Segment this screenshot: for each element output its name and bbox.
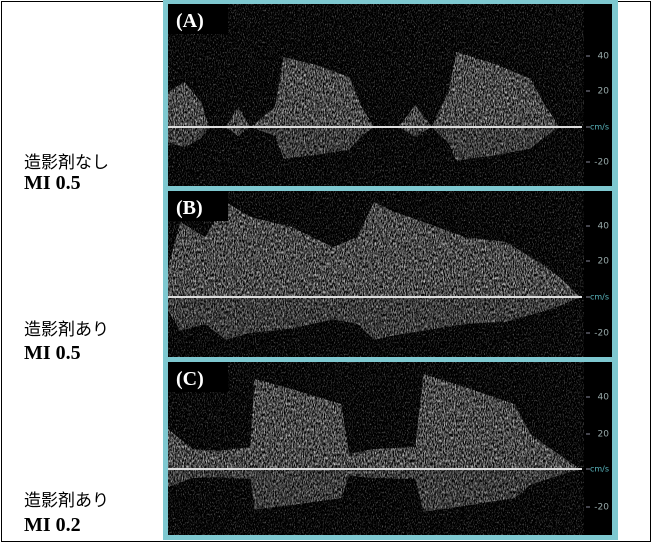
panel: 40 20 cm/s -20 (C) [168,362,612,535]
mi-label: MI 0.2 [24,514,81,537]
panel: 40 20 cm/s -20 (A) [168,4,612,186]
condition-label: 造影剤あり [24,486,109,511]
panel-tag: (A) [176,10,204,32]
scale-label: 40 [598,222,610,232]
scale-label: 20 [598,430,610,440]
mi-label: MI 0.5 [24,172,81,195]
panel-tag: (C) [176,368,204,390]
scale-label: 20 [598,87,610,97]
condition-label: 造影剤あり [24,315,109,340]
scale-label: 40 [598,393,610,403]
scale-label: -20 [594,329,609,339]
condition-label: 造影剤なし [24,148,109,173]
scale-label: -20 [594,503,609,513]
panel: 40 20 cm/s -20 (B) [168,191,612,357]
scale-label: 40 [598,52,610,62]
scale-unit: cm/s [590,465,609,474]
scale-unit: cm/s [590,293,609,302]
figure: 40 20 cm/s -20 (A) 40 20 cm/s -20 (B) 40 20 cm/s -20 (… [0,0,654,544]
panel-tag: (B) [176,197,203,219]
scale-label: 20 [598,257,610,267]
scale-unit: cm/s [590,123,609,132]
doppler-panels: 40 20 cm/s -20 (A) 40 20 cm/s -20 (B) 40 20 cm/s -20 (… [0,0,654,544]
mi-label: MI 0.5 [24,342,81,365]
scale-label: -20 [594,158,609,168]
